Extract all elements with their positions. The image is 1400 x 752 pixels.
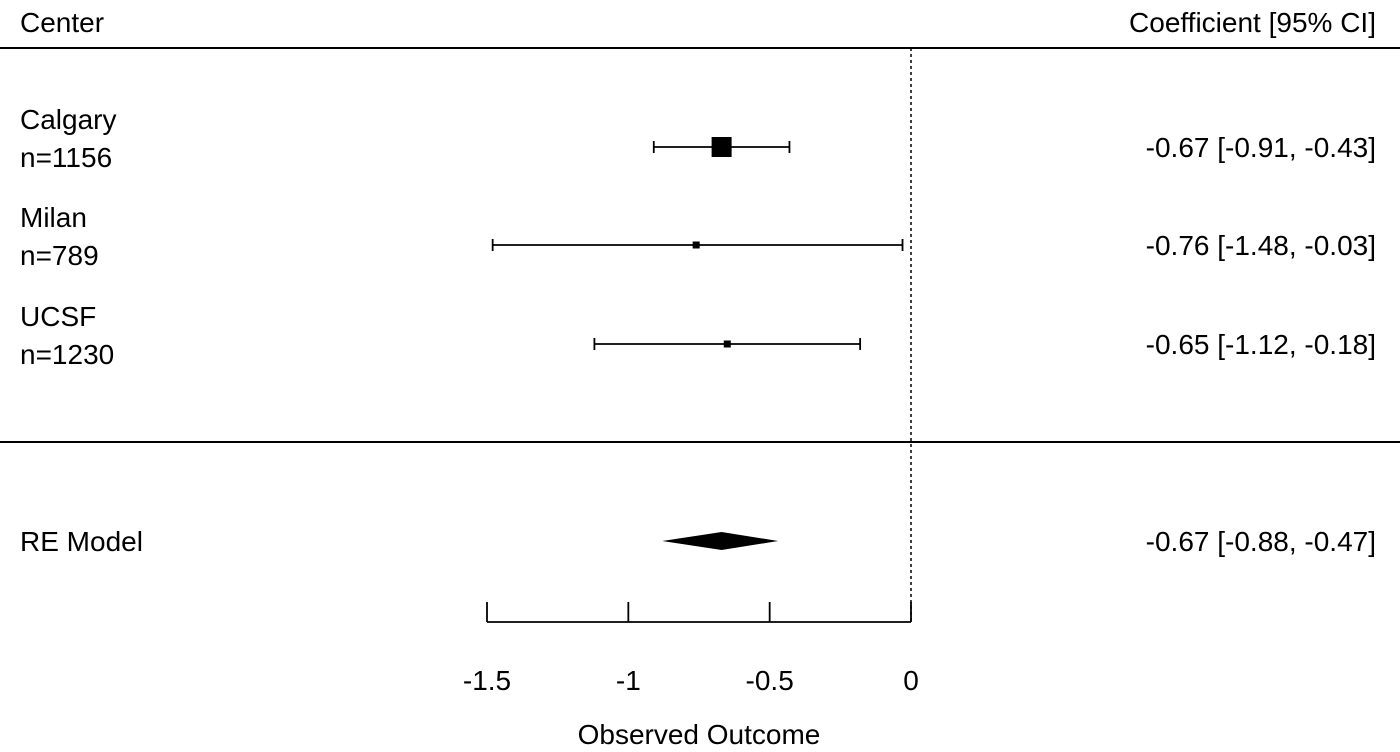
summary-ci-text: -0.67 [-0.88, -0.47] bbox=[1146, 526, 1376, 557]
study-n: n=789 bbox=[20, 240, 99, 271]
header-center: Center bbox=[20, 7, 104, 38]
x-axis: -1.5 -1 -0.5 0 bbox=[463, 602, 919, 696]
point-estimate bbox=[692, 241, 700, 249]
plot-layer: Calgary n=1156 -0.67 [-0.91, -0.43] Milan n=… bbox=[20, 48, 1376, 622]
x-axis-label: Observed Outcome bbox=[578, 719, 821, 750]
summary-label: RE Model bbox=[20, 526, 143, 557]
point-estimate bbox=[711, 137, 732, 157]
ci-text: -0.67 [-0.91, -0.43] bbox=[1146, 132, 1376, 163]
header-coefficient: Coefficient [95% CI] bbox=[1129, 7, 1376, 38]
x-tick-label: -1 bbox=[616, 665, 641, 696]
summary-diamond bbox=[662, 532, 779, 550]
study-n: n=1156 bbox=[20, 142, 112, 173]
x-tick-label: 0 bbox=[903, 665, 919, 696]
study-n: n=1230 bbox=[20, 339, 114, 370]
x-tick-label: -1.5 bbox=[463, 665, 511, 696]
study-name: UCSF bbox=[20, 301, 96, 332]
point-estimate bbox=[723, 340, 731, 348]
study-name: Milan bbox=[20, 202, 87, 233]
ci-text: -0.76 [-1.48, -0.03] bbox=[1146, 230, 1376, 261]
ci-text: -0.65 [-1.12, -0.18] bbox=[1146, 329, 1376, 360]
study-name: Calgary bbox=[20, 104, 116, 135]
x-tick-label: -0.5 bbox=[746, 665, 794, 696]
